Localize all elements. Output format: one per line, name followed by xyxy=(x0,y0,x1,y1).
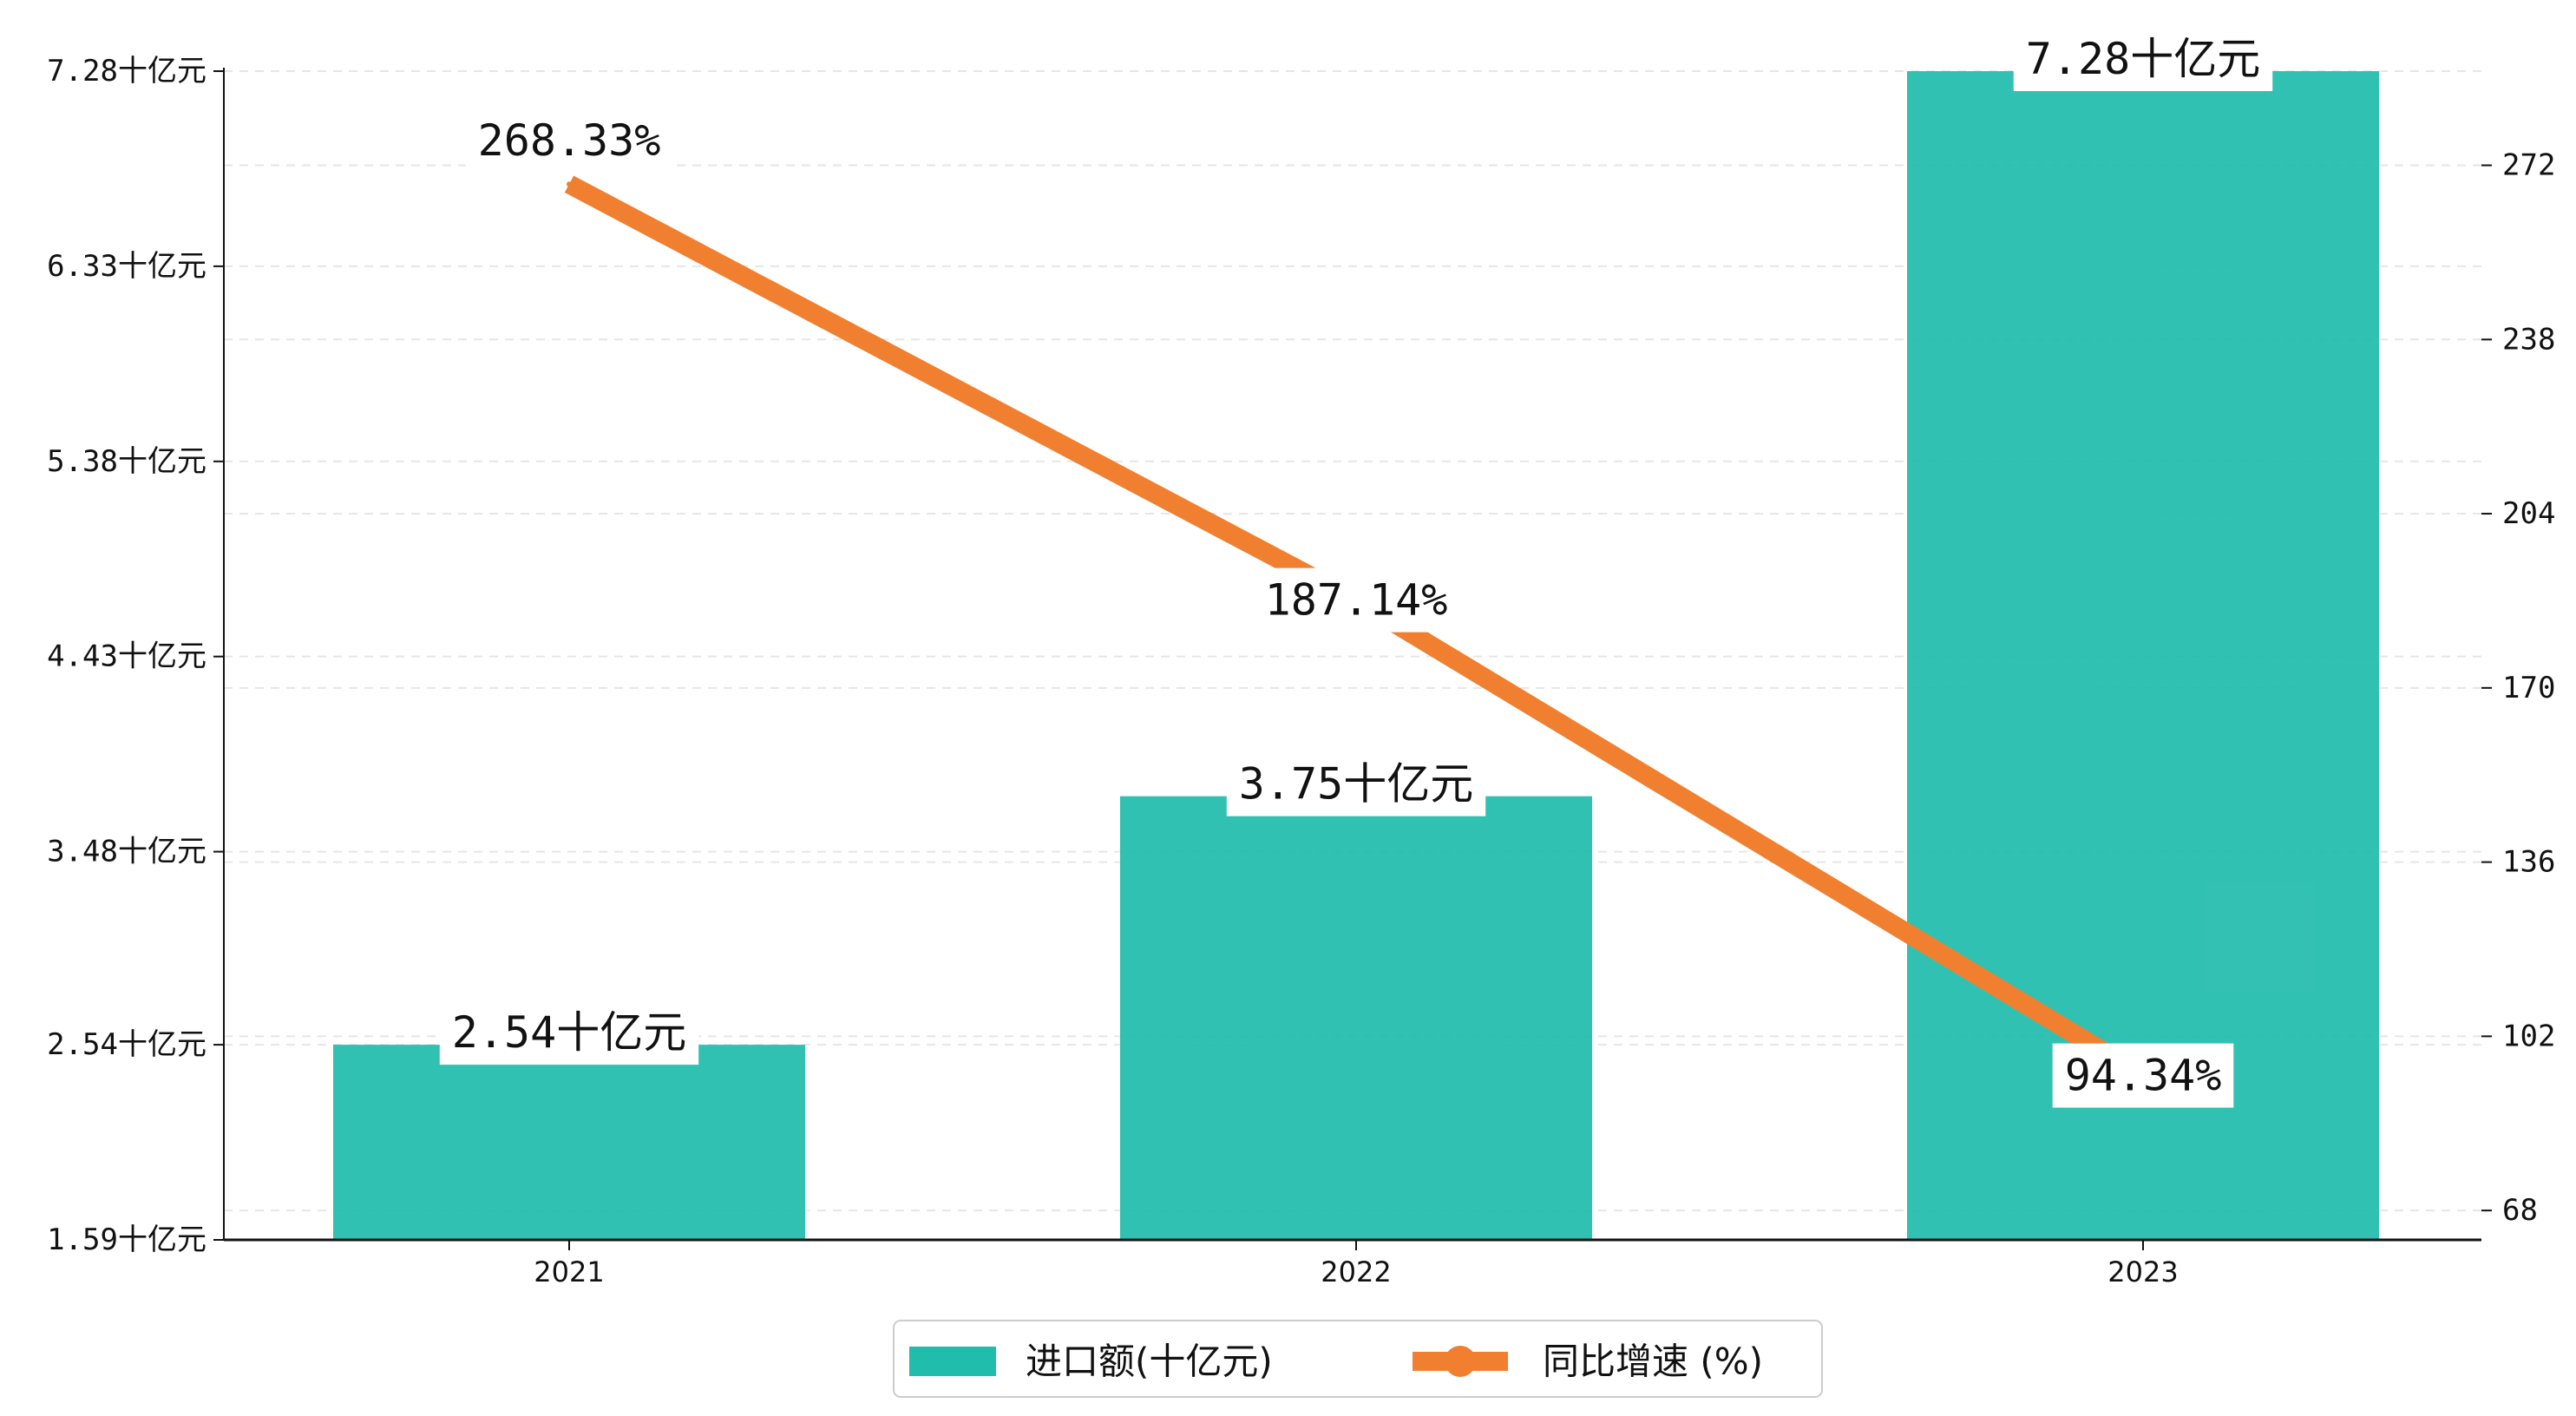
y-right-tick-label: 102 xyxy=(2502,1019,2555,1053)
growth-point-2021 xyxy=(567,181,572,187)
bar-2021 xyxy=(333,1045,805,1240)
y-right-tick-label: 238 xyxy=(2502,322,2555,357)
legend-swatch-bar xyxy=(909,1347,996,1376)
y-left-tick-label: 6.33十亿元 xyxy=(47,249,206,284)
y-left-tick-label: 3.48十亿元 xyxy=(47,835,206,869)
legend: 进口额(十亿元) 同比增速 (%) xyxy=(893,1320,1823,1398)
y-left-tick-label: 2.54十亿元 xyxy=(47,1027,206,1062)
growth-value-label: 94.34% xyxy=(2065,1051,2222,1101)
y-right-tick-label: 68 xyxy=(2502,1193,2538,1228)
legend-label-bar: 进口额(十亿元) xyxy=(1026,1341,1273,1383)
legend-box xyxy=(893,1320,1823,1398)
growth-value-label-bg xyxy=(465,108,673,174)
bar-series xyxy=(333,71,2379,1240)
x-tick-label: 2021 xyxy=(534,1255,604,1288)
legend-label-line: 同比增速 (%) xyxy=(1543,1341,1763,1383)
y-right-tick-label: 272 xyxy=(2502,148,2555,183)
growth-value-label-group: 268.33% xyxy=(465,108,673,174)
x-tick-label: 2022 xyxy=(1321,1255,1391,1288)
bar-value-label: 3.75十亿元 xyxy=(1239,759,1473,810)
bar-value-label-bg xyxy=(1226,751,1486,816)
y-left-tick-label: 5.38十亿元 xyxy=(47,444,206,479)
y-right-tick-label: 136 xyxy=(2502,845,2555,880)
y-right-tick-label: 170 xyxy=(2502,671,2555,705)
growth-value-label-group: 94.34% xyxy=(2052,1043,2234,1108)
bar-value-label: 2.54十亿元 xyxy=(452,1007,686,1058)
bar-value-label: 7.28十亿元 xyxy=(2026,34,2260,84)
x-tick-label: 2023 xyxy=(2107,1255,2178,1288)
y-left-tick-label: 7.28十亿元 xyxy=(47,54,206,88)
bar-2022 xyxy=(1120,796,1592,1240)
bar-value-label-group: 3.75十亿元 xyxy=(1226,751,1486,816)
y-right-tick-label: 204 xyxy=(2502,496,2555,531)
bar-value-label-bg xyxy=(2013,27,2273,91)
growth-value-label-bg xyxy=(1252,567,1460,633)
data-labels: 2.54十亿元 3.75十亿元 7.28十亿元 268.33% 187.14% 94.34… xyxy=(439,27,2273,1108)
growth-value-label-bg xyxy=(2052,1043,2234,1108)
y-left-tick-label: 4.43十亿元 xyxy=(47,639,206,674)
bar-value-label-group: 2.54十亿元 xyxy=(439,1000,699,1065)
bar-value-label-bg xyxy=(439,1000,699,1065)
bar-value-label-group: 7.28十亿元 xyxy=(2013,27,2273,91)
legend-swatch-marker xyxy=(1445,1346,1476,1377)
axes: 1.59十亿元 2.54十亿元 3.48十亿元 4.43十亿元 5.38十亿元 6.33十… xyxy=(47,54,2555,1288)
growth-value-label-group: 187.14% xyxy=(1252,567,1460,633)
growth-value-label: 268.33% xyxy=(478,115,661,166)
y-left-tick-label: 1.59十亿元 xyxy=(47,1223,206,1257)
growth-value-label: 187.14% xyxy=(1265,575,1448,626)
